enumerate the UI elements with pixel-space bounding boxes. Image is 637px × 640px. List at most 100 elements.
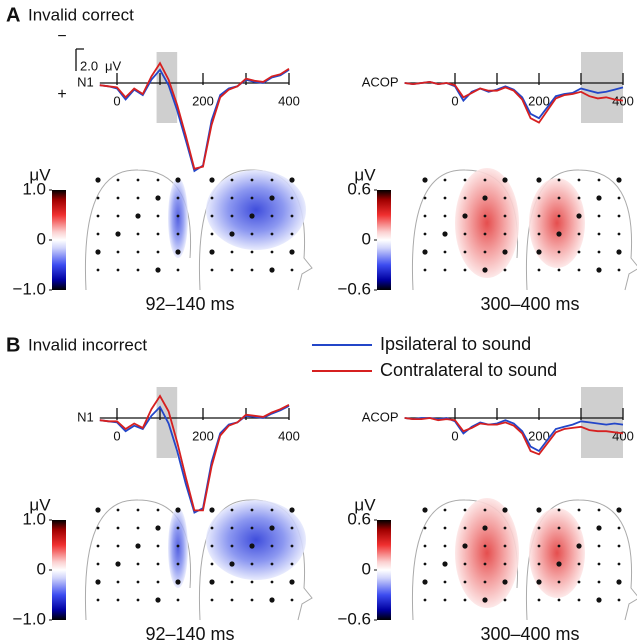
electrode — [557, 250, 561, 254]
electrode — [537, 544, 541, 548]
electrode — [155, 597, 161, 603]
electrode — [503, 598, 507, 602]
electrode — [210, 232, 214, 236]
electrode — [270, 232, 274, 236]
electrode — [596, 267, 602, 273]
electrode — [210, 598, 214, 602]
electrode — [156, 562, 160, 566]
electrode — [289, 249, 295, 255]
electrode — [116, 580, 120, 584]
electrode — [95, 579, 101, 585]
electrode — [175, 249, 181, 255]
colorbar-label: −0.6 — [337, 609, 371, 628]
electrode — [617, 232, 621, 236]
electrode — [96, 598, 100, 602]
electrode — [617, 598, 621, 602]
electrode — [502, 177, 508, 183]
electrode — [597, 580, 601, 584]
electrode — [116, 544, 120, 548]
polarity-label: − — [57, 28, 66, 45]
electrode — [422, 249, 428, 255]
electrode — [597, 214, 601, 218]
electrode — [577, 268, 581, 272]
electrode — [463, 580, 467, 584]
electrode — [503, 526, 507, 530]
waveform — [99, 61, 290, 170]
electrode — [136, 598, 140, 602]
electrode — [230, 544, 234, 548]
electrode — [443, 196, 447, 200]
electrode — [116, 250, 120, 254]
x-tick-label: 400 — [278, 93, 300, 108]
time-window — [156, 387, 178, 458]
x-tick-label: 0 — [113, 428, 120, 443]
window-label: 300–400 ms — [480, 624, 579, 640]
electrode — [462, 213, 468, 219]
colorbar-label: −0.6 — [337, 279, 371, 298]
electrode — [250, 268, 254, 272]
electrode — [423, 232, 427, 236]
electrode — [536, 249, 542, 255]
electrode — [250, 598, 254, 602]
electrode — [483, 250, 487, 254]
electrode — [597, 544, 601, 548]
electrode — [537, 214, 541, 218]
electrode — [557, 508, 561, 512]
electrode — [156, 214, 160, 218]
x-tick-label: 200 — [192, 428, 214, 443]
electrode — [617, 562, 621, 566]
electrode — [136, 562, 140, 566]
electrode — [503, 214, 507, 218]
electrode — [290, 232, 294, 236]
electrode — [483, 214, 487, 218]
electrode — [423, 562, 427, 566]
electrode — [557, 268, 561, 272]
electrode — [617, 196, 621, 200]
electrode — [175, 579, 181, 585]
electrode — [96, 214, 100, 218]
electrode — [249, 213, 255, 219]
electrode — [289, 579, 295, 585]
topo-blob — [206, 500, 306, 580]
electrode — [210, 196, 214, 200]
electrode — [537, 196, 541, 200]
electrode — [269, 525, 275, 531]
electrode — [96, 526, 100, 530]
head-outline — [198, 499, 313, 621]
x-tick-label: 200 — [192, 93, 214, 108]
electrode — [136, 526, 140, 530]
electrode — [136, 508, 140, 512]
electrode — [577, 508, 581, 512]
electrode — [617, 268, 621, 272]
electrode — [577, 562, 581, 566]
electrode — [596, 195, 602, 201]
electrode — [229, 561, 235, 567]
electrode — [536, 579, 542, 585]
electrode — [116, 598, 120, 602]
electrode — [116, 196, 120, 200]
colorbar-label: 0.6 — [347, 179, 371, 198]
window-label: 92–140 ms — [145, 294, 234, 314]
electrode — [136, 580, 140, 584]
topo-blob — [455, 168, 519, 278]
electrode — [290, 214, 294, 218]
electrode — [209, 579, 215, 585]
electrode — [230, 580, 234, 584]
electrode — [463, 232, 467, 236]
electrode — [290, 598, 294, 602]
electrode — [176, 526, 180, 530]
electrode — [176, 598, 180, 602]
electrode — [616, 177, 622, 183]
colorbar — [52, 190, 66, 290]
electrode — [156, 544, 160, 548]
electrode — [423, 268, 427, 272]
colorbar-label: 1.0 — [22, 179, 46, 198]
electrode — [577, 250, 581, 254]
topo-blob — [455, 498, 519, 608]
electrode — [270, 580, 274, 584]
electrode — [577, 232, 581, 236]
electrode — [556, 231, 562, 237]
electrode — [270, 178, 274, 182]
electrode — [503, 268, 507, 272]
